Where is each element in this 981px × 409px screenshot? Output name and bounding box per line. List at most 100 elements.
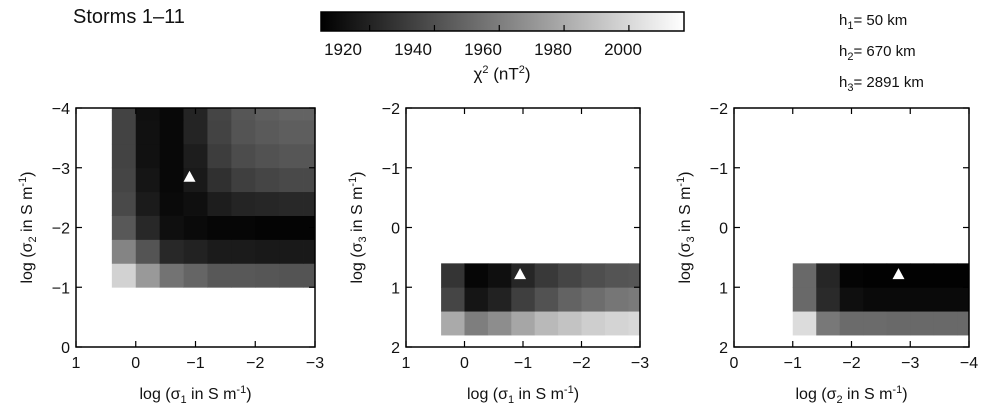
heatmap-cell xyxy=(231,239,256,264)
heatmap-cell xyxy=(581,311,606,336)
colorbar xyxy=(320,11,685,32)
heatmap-cell xyxy=(255,108,280,121)
heatmap-cell xyxy=(231,167,256,193)
heatmap-cell xyxy=(279,263,304,288)
y-tick-label: −1 xyxy=(52,280,70,297)
heatmap-cell xyxy=(534,287,559,312)
x-tick-label: −3 xyxy=(306,355,324,372)
heatmap-cell xyxy=(816,263,841,288)
heatmap-cell xyxy=(957,263,970,288)
heatmap-cell xyxy=(279,143,304,169)
heatmap-cell xyxy=(231,263,256,288)
heatmap-cell xyxy=(863,311,888,336)
heatmap-cell xyxy=(839,263,864,288)
y-tick-label: −2 xyxy=(382,101,400,118)
heatmap-cell xyxy=(511,287,536,312)
heatmap-cell xyxy=(279,167,304,193)
heatmap-cell xyxy=(279,215,304,240)
heatmap-cell xyxy=(464,263,489,288)
heatmap-cell xyxy=(135,215,161,240)
heatmap-cell xyxy=(255,143,280,169)
heatmap-cell xyxy=(207,191,232,216)
heatmap-cell xyxy=(231,215,256,240)
y-tick-label: −3 xyxy=(52,161,70,178)
colorbar-ticks xyxy=(369,25,630,31)
x-tick-label: 0 xyxy=(460,355,469,372)
heatmap-cell xyxy=(207,215,232,240)
colorbar-tick-label: 1980 xyxy=(534,40,572,59)
heatmap-cell xyxy=(487,311,512,336)
x-tick-label: −4 xyxy=(960,355,978,372)
layer-depths-legend: h1= 50 km h2= 670 km h3= 2891 km xyxy=(839,8,969,101)
heatmap-cells xyxy=(111,108,316,288)
x-tick-label: −1 xyxy=(186,355,204,372)
y-axis-label: log (σ3 in S m-1) xyxy=(347,171,369,283)
heatmap-cell xyxy=(183,239,208,264)
heatmap-cell xyxy=(159,263,184,288)
colorbar-tick-label: 2000 xyxy=(604,40,642,59)
y-axis-label: log (σ2 in S m-1) xyxy=(17,171,39,283)
x-tick-label: −3 xyxy=(631,355,649,372)
heatmap-cell xyxy=(135,239,161,264)
heatmap-cell xyxy=(183,119,208,145)
heatmap-cell xyxy=(558,287,582,312)
heatmap-cell xyxy=(207,108,232,121)
heatmap-cell xyxy=(231,119,256,145)
heatmap-cell xyxy=(135,108,161,121)
heatmap-cell xyxy=(558,263,582,288)
heatmap-cell xyxy=(231,143,256,169)
heatmap-cell xyxy=(135,119,161,145)
heatmap-cell xyxy=(628,311,641,336)
colorbar-tick-label: 1940 xyxy=(394,40,432,59)
heatmap-cell xyxy=(279,119,304,145)
figure-title: Storms 1–11 xyxy=(73,6,185,28)
y-tick-label: −1 xyxy=(382,161,400,178)
y-tick-label: −2 xyxy=(710,101,728,118)
heatmap-cell xyxy=(207,167,232,193)
minimum-marker xyxy=(183,170,196,182)
heatmap-cell xyxy=(183,108,208,121)
y-tick-label: 2 xyxy=(391,340,400,357)
heatmap-cell xyxy=(207,239,232,264)
heatmap-cell xyxy=(111,263,137,288)
x-tick-label: −2 xyxy=(842,355,860,372)
heatmap-cell xyxy=(910,311,935,336)
y-tick-label: 1 xyxy=(719,280,728,297)
heatmap-cell xyxy=(933,311,958,336)
heatmap-cell xyxy=(159,108,184,121)
heatmap-cell xyxy=(816,287,841,312)
heatmap-cell xyxy=(183,191,208,216)
heatmap-cell xyxy=(303,239,316,264)
heatmap-cell xyxy=(183,263,208,288)
x-tick-label: −2 xyxy=(572,355,590,372)
heatmap-cell xyxy=(441,263,465,288)
heatmap-cell xyxy=(839,311,864,336)
heatmap-cell xyxy=(279,108,304,121)
heatmap-cell xyxy=(558,311,582,336)
minimum-marker xyxy=(892,268,905,280)
heatmap-cell xyxy=(159,191,184,216)
heatmap-cell xyxy=(111,108,137,121)
heatmap-panel-3: 0 −1 −2 −3 −4 2 1 0 −1 −2 log (σ2 in S m-1) log (σ3… xyxy=(675,101,978,406)
heatmap-cell xyxy=(628,263,641,288)
colorbar-tick-label: 1960 xyxy=(464,40,502,59)
x-tick-label: 0 xyxy=(131,355,140,372)
heatmap-cell xyxy=(933,287,958,312)
heatmap-cells xyxy=(441,263,641,336)
heatmap-cell xyxy=(207,119,232,145)
heatmap-cell xyxy=(792,311,817,336)
heatmap-cell xyxy=(159,143,184,169)
heatmap-cell xyxy=(303,167,316,193)
x-tick-label: −1 xyxy=(514,355,532,372)
x-axis-label: log (σ1 in S m-1) xyxy=(467,384,579,406)
minimum-marker xyxy=(514,268,527,280)
y-tick-label: 2 xyxy=(719,340,728,357)
layer-depth-1: h1= 50 km xyxy=(839,12,908,32)
heatmap-cell xyxy=(792,263,817,288)
heatmap-cell xyxy=(255,119,280,145)
heatmap-cell xyxy=(534,263,559,288)
heatmap-cell xyxy=(957,311,970,336)
heatmap-cell xyxy=(159,215,184,240)
